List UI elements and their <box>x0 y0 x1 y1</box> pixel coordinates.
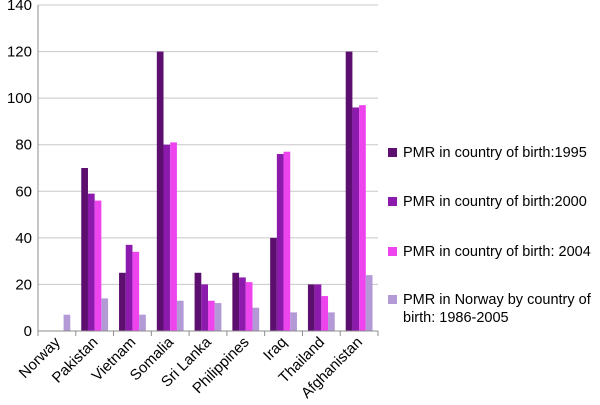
y-tick-label: 20 <box>15 276 32 293</box>
bar <box>87 193 95 331</box>
bar <box>276 154 284 331</box>
bar <box>290 312 297 331</box>
y-tick-label: 0 <box>24 323 32 340</box>
bar <box>283 151 291 331</box>
bar <box>208 300 215 331</box>
bar <box>139 314 146 331</box>
bar <box>163 144 171 331</box>
bar <box>345 51 353 331</box>
bar <box>201 284 208 331</box>
bar <box>119 272 126 331</box>
x-tick-label: Iraq <box>260 334 290 364</box>
legend-label: PMR in country of birth:1995 <box>403 145 587 161</box>
y-tick-label: 80 <box>15 137 32 154</box>
legend-label: PMR in country of birth: 2004 <box>403 244 591 260</box>
bar <box>101 298 109 331</box>
bar <box>314 284 322 331</box>
legend-swatch <box>388 247 397 256</box>
legend-label: PMR in Norway by country of birth: 1986-… <box>403 292 591 326</box>
legend: PMR in country of birth:1995 PMR in coun… <box>388 0 600 405</box>
bar <box>176 300 184 331</box>
legend-item-2004: PMR in country of birth: 2004 <box>388 243 600 261</box>
y-tick-label: 140 <box>7 0 32 14</box>
bar <box>170 142 177 331</box>
bar <box>359 105 366 331</box>
bar <box>194 272 202 331</box>
legend-item-1995: PMR in country of birth:1995 <box>388 144 600 162</box>
bar <box>125 244 133 331</box>
legend-label: PMR in country of birth:2000 <box>403 194 587 210</box>
bar <box>245 282 253 331</box>
bar <box>156 51 164 331</box>
bar <box>307 284 315 331</box>
legend-item-norway: PMR in Norway by country of birth: 1986-… <box>388 291 600 327</box>
bar <box>321 296 329 331</box>
bar <box>328 312 335 331</box>
bar <box>352 107 360 331</box>
legend-swatch <box>388 295 397 304</box>
bar <box>214 303 222 331</box>
y-tick-labels: 0 20 40 60 80 100 120 140 <box>7 0 32 340</box>
bar <box>270 237 277 331</box>
legend-swatch <box>388 148 397 157</box>
bar <box>63 314 71 331</box>
legend-swatch <box>388 197 397 206</box>
y-tick-label: 60 <box>15 183 32 200</box>
bar <box>365 275 373 331</box>
legend-item-2000: PMR in country of birth:2000 <box>388 193 600 211</box>
bars <box>63 51 373 331</box>
axes <box>37 5 379 336</box>
y-tick-label: 120 <box>7 44 32 61</box>
bar <box>239 277 246 331</box>
bar <box>232 272 240 331</box>
bar <box>252 307 260 331</box>
bar <box>132 251 140 331</box>
bar <box>94 200 102 331</box>
bar <box>81 168 88 331</box>
y-tick-label: 100 <box>7 90 32 107</box>
y-tick-label: 40 <box>15 230 32 247</box>
